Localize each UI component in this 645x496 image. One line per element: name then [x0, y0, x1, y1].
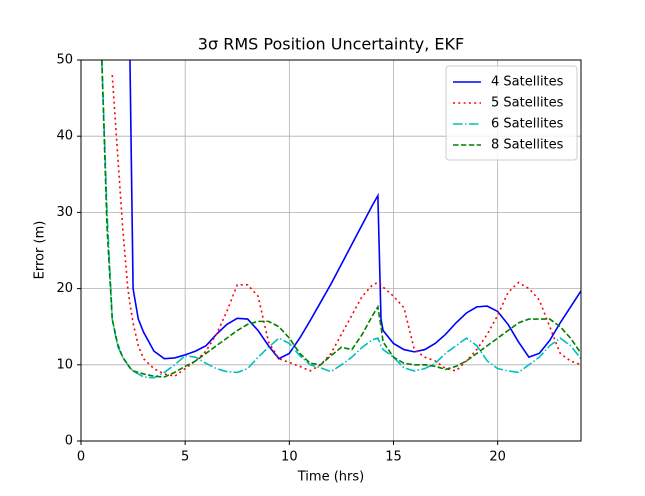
x-tick-label: 20 — [489, 450, 506, 465]
legend: 4 Satellites 5 Satellites 6 Satellites 8 Sa… — [445, 65, 578, 161]
y-tick-label: 10 — [56, 357, 73, 372]
legend-label: 6 Satellites — [491, 117, 564, 132]
y-tick-label: 30 — [56, 205, 73, 220]
y-tick-label: 50 — [56, 53, 73, 68]
series-line — [101, 60, 581, 379]
axes-frame — [80, 59, 582, 442]
x-tick-label: 10 — [281, 450, 298, 465]
y-tick-label: 40 — [56, 129, 73, 144]
y-tick-label: 0 — [65, 434, 73, 449]
plot-area — [101, 60, 581, 379]
x-tick-label: 15 — [385, 450, 402, 465]
series-line — [129, 60, 581, 360]
legend-label: 8 Satellites — [491, 138, 564, 153]
y-tick-label: 20 — [56, 281, 73, 296]
y-axis-label: Error (m) — [33, 221, 48, 280]
x-axis-label: Time (hrs) — [297, 470, 364, 485]
chart-title: 3σ RMS Position Uncertainty, EKF — [198, 35, 464, 54]
legend-label: 4 Satellites — [491, 75, 564, 90]
legend-label: 5 Satellites — [491, 96, 564, 111]
x-tick-label: 5 — [181, 450, 189, 465]
x-tick-label: 0 — [77, 450, 85, 465]
legend-box — [445, 65, 578, 161]
series-line — [101, 60, 581, 378]
ticks: 0 5 10 15 20 0 10 20 30 40 50 — [56, 53, 505, 465]
